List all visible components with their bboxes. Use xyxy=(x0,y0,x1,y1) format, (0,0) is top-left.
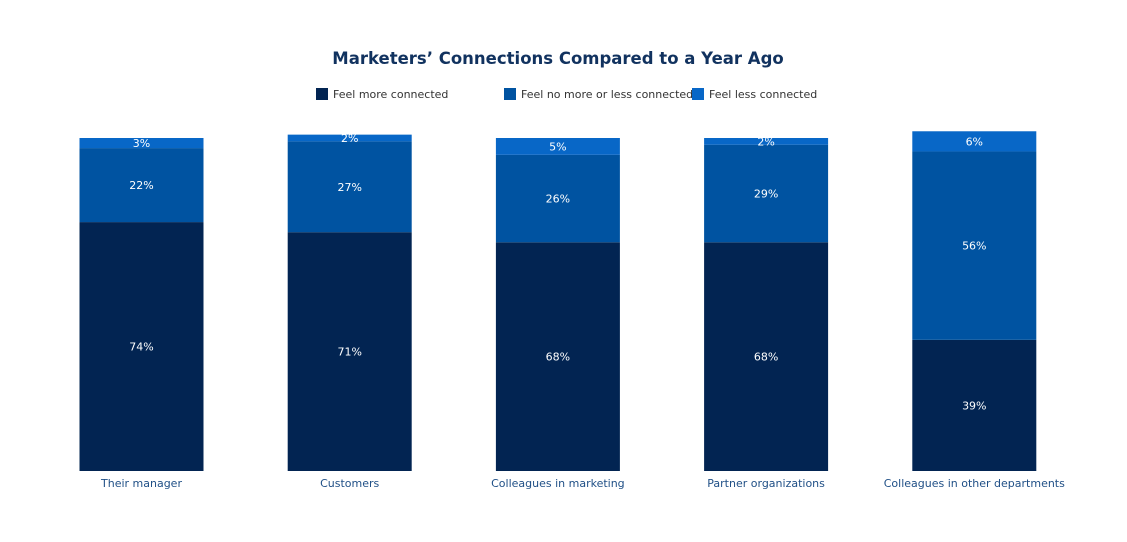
chart-title: Marketers’ Connections Compared to a Yea… xyxy=(332,49,783,68)
bar-segment xyxy=(79,222,204,471)
category-label: Colleagues in marketing xyxy=(491,477,625,490)
category-label: Partner organizations xyxy=(707,477,825,490)
data-label: 3% xyxy=(133,137,150,150)
bar-stack: 39% 56% 6% xyxy=(912,131,1037,471)
bar-segment xyxy=(287,134,412,142)
bar-segment xyxy=(704,138,829,145)
bar-segment xyxy=(912,151,1037,340)
data-label: 74% xyxy=(129,341,153,354)
data-label: 5% xyxy=(549,140,566,153)
bar-stack: 71% 27% 2% xyxy=(287,132,412,471)
data-label: 29% xyxy=(754,188,778,201)
data-label: 71% xyxy=(337,346,361,359)
data-label: 2% xyxy=(757,135,774,148)
legend-label: Feel more connected xyxy=(333,88,448,101)
data-label: 22% xyxy=(129,179,153,192)
data-label: 56% xyxy=(962,240,986,253)
data-label: 68% xyxy=(754,351,778,364)
data-label: 68% xyxy=(546,351,570,364)
bar-stack: 68% 26% 5% xyxy=(495,138,620,471)
bar-segment xyxy=(287,141,412,233)
data-label: 26% xyxy=(546,193,570,206)
bar-segment xyxy=(912,131,1037,152)
category-label: Customers xyxy=(320,477,379,490)
bar-segment xyxy=(495,138,620,155)
legend-swatch xyxy=(504,88,516,100)
bar-segment xyxy=(704,144,829,243)
bar-segment xyxy=(79,138,204,149)
data-label: 39% xyxy=(962,399,986,412)
data-label: 6% xyxy=(966,135,983,148)
bar-segment xyxy=(704,242,829,471)
category-label: Their manager xyxy=(100,477,182,490)
category-label: Colleagues in other departments xyxy=(884,477,1065,490)
legend-swatch xyxy=(316,88,328,100)
bars: 74% 22% 3% 71% 27% 2% 68% 26% 5% 68% 29% 2% 39% 56% 6% xyxy=(79,131,1037,471)
legend-label: Feel no more or less connected xyxy=(521,88,693,101)
legend-item: Feel less connected xyxy=(692,88,817,101)
legend-label: Feel less connected xyxy=(709,88,817,101)
data-label: 27% xyxy=(337,181,361,194)
bar-stack: 68% 29% 2% xyxy=(704,135,829,471)
bar-segment xyxy=(912,339,1037,471)
legend-item: Feel more connected xyxy=(316,88,448,101)
bar-segment xyxy=(287,232,412,471)
bar-segment xyxy=(495,242,620,471)
legend: Feel more connected Feel no more or less … xyxy=(316,88,817,101)
data-label: 2% xyxy=(341,132,358,145)
legend-swatch xyxy=(692,88,704,100)
bar-segment xyxy=(495,154,620,243)
category-labels: Their manager Customers Colleagues in mark… xyxy=(100,477,1065,490)
bar-stack: 74% 22% 3% xyxy=(79,137,204,471)
bar-segment xyxy=(79,148,204,223)
legend-item: Feel no more or less connected xyxy=(504,88,693,101)
